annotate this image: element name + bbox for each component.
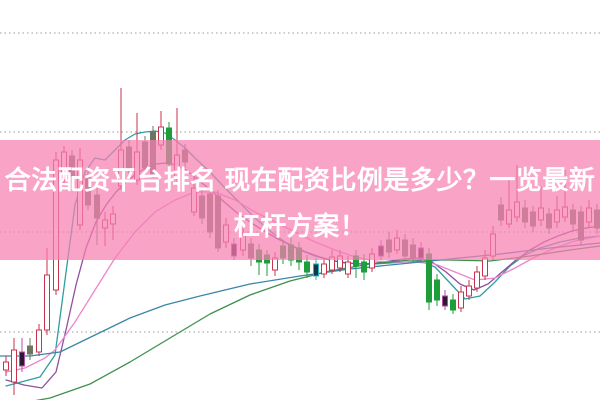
ma-green [35,245,600,400]
candle-body [3,361,9,371]
candle-body [482,257,488,277]
candle-body [27,345,33,355]
candle-body [345,261,351,275]
candle-body [44,274,50,331]
candle-body [361,261,367,273]
headline-banner: 合法配资平台排名 现在配资比例是多少？一览最新 杠杆方案！ [0,140,600,260]
candle-body [426,253,432,303]
candle-body [11,349,17,383]
headline-line-2: 杠杆方案！ [233,211,367,241]
candle-body [304,261,310,273]
candle-body [321,263,327,275]
candle-body [466,285,472,297]
candle-body [313,263,319,277]
headline-line-1: 合法配资平台排名 现在配资比例是多少？一览最新 [4,165,596,195]
candle-body [442,295,448,307]
candle-body [36,329,42,353]
candle-body [474,271,480,289]
candle-body [450,299,456,311]
candle-body [19,351,25,367]
candle-body [434,279,440,301]
candle-body [458,291,464,309]
